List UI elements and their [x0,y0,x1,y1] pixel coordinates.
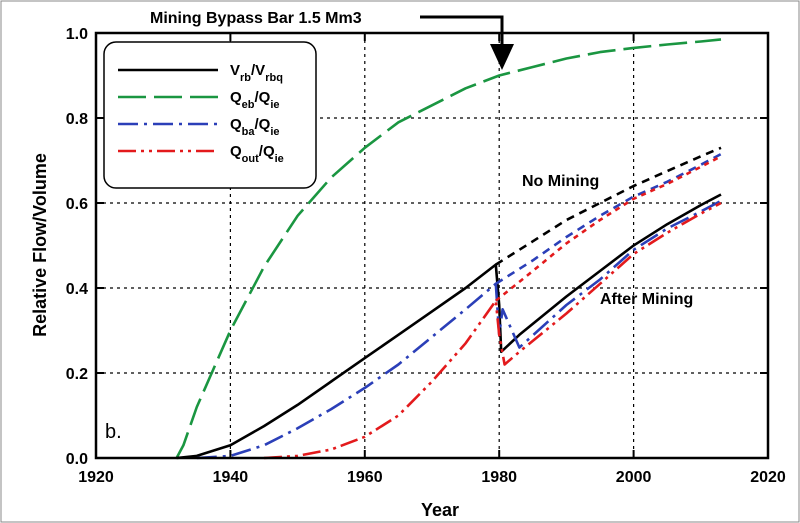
legend: Vrb/Vrbq Qeb/Qie Qba/Qie Qout/Qie [103,41,317,189]
series-layer [175,38,722,460]
no-mining-label: No Mining [522,173,599,190]
legend-label-vrb: Vrb/Vrbq [230,62,283,84]
mining-bypass-annotation: Mining Bypass Bar 1.5 Mm3 [148,3,514,70]
series-line-qeb [175,38,722,459]
y-tick-label: 1.0 [66,26,88,43]
series-line-vrb_nomining [495,146,722,266]
y-tick-label: 0.2 [66,366,88,383]
grid [96,33,768,458]
series-line-vrb [176,193,722,460]
after-mining-label: After Mining [600,291,693,308]
y-axis-title: Relative Flow/Volume [30,153,50,337]
x-tick-label: 1940 [213,469,249,486]
y-tick-label: 0.0 [66,451,88,468]
series-line-qout_nomining [494,155,722,302]
series-line-qout [263,201,722,460]
plot-frame [94,31,770,460]
mining-bypass-arrow [420,15,504,50]
x-tick-label: 1960 [347,469,383,486]
x-axis-title: Year [421,500,459,520]
x-tick-label: 2000 [616,469,652,486]
y-tick-label: 0.6 [66,196,88,213]
arrow-head-icon [490,44,514,70]
x-tick-label: 1980 [481,469,517,486]
legend-label-qout: Qout/Qie [230,143,284,165]
mining-bypass-label: Mining Bypass Bar 1.5 Mm3 [150,10,362,27]
ticks: 1920 1940 1960 1980 2000 2020 0.0 0.2 0.4 0.6 0.8 1… [66,26,786,486]
x-tick-label: 1920 [78,469,114,486]
series-line-qba_nomining [495,152,722,285]
legend-label-qeb: Qeb/Qie [230,89,280,111]
legend-label-qba: Qba/Qie [230,116,280,138]
y-tick-label: 0.8 [66,111,88,128]
x-tick-label: 2020 [750,469,786,486]
legend-box [103,41,317,189]
y-tick-label: 0.4 [66,281,88,298]
panel-label: b. [105,421,122,443]
